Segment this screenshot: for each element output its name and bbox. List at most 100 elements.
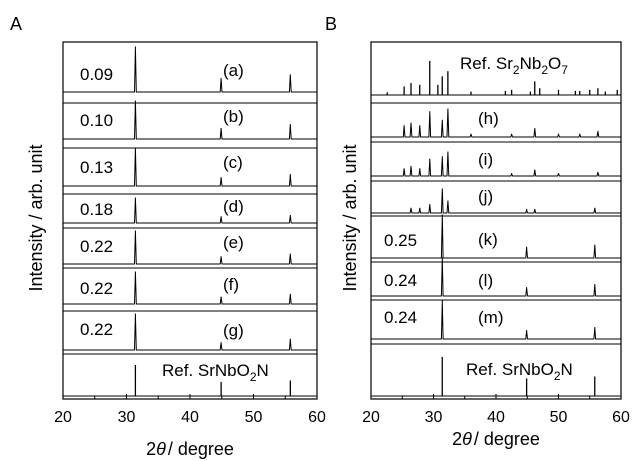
xrd-trace: [63, 46, 317, 93]
xrd-trace: [63, 230, 317, 265]
panel-a-label: A: [10, 14, 22, 34]
row-value: 0.22: [80, 237, 113, 256]
panel-a-xlabel: 2θ / degree: [146, 439, 234, 459]
panel-b-row-h: (h): [478, 109, 499, 128]
panel-b-ylabel: Intensity / arb. unit: [340, 144, 360, 291]
peak-point: [594, 207, 596, 209]
panel-a-row-c: 0.13 (c): [80, 153, 243, 177]
peak-point: [441, 119, 443, 121]
peak-point: [558, 133, 559, 135]
peak-point: [134, 313, 136, 315]
row-label: (a): [223, 61, 244, 80]
trace-line: [371, 108, 621, 138]
peak-point: [597, 130, 599, 132]
peak-point: [441, 156, 443, 158]
panel-a-ylabel: Intensity / arb. unit: [26, 144, 46, 291]
xrd-trace: [371, 108, 621, 138]
peak-point: [403, 168, 405, 170]
x-tick-label: 50: [245, 409, 263, 426]
peak-point: [441, 300, 443, 302]
row-value: 0.25: [384, 231, 417, 250]
panel-a-row-f: 0.22 (f): [80, 275, 239, 298]
panel-b-traces: [371, 61, 621, 397]
row-value: 0.13: [80, 158, 113, 177]
ref-text: Ref. SrNbO: [466, 360, 554, 379]
ref-sub: 2: [513, 63, 520, 77]
row-label: (k): [478, 230, 498, 249]
peak-point: [526, 208, 528, 210]
xrd-trace: [63, 313, 317, 351]
row-label: (e): [223, 233, 244, 252]
panel-b-ref-top-label: Ref. Sr2Nb2O7: [460, 54, 568, 77]
xlabel-unit: / degree: [474, 429, 540, 449]
panel-a-row-g: 0.22 (g): [80, 320, 244, 340]
xlabel-2: 2: [146, 439, 156, 459]
peak-point: [220, 177, 222, 179]
peak-point: [526, 330, 528, 332]
xrd-trace: [371, 188, 621, 214]
peak-point: [579, 133, 581, 135]
panel-b: B Intensity / arb. unit Ref. Sr2Nb2O7 (h…: [325, 14, 630, 449]
peak-point: [511, 133, 513, 135]
row-label: (g): [223, 321, 244, 340]
trace-line: [371, 151, 621, 177]
row-value: 0.22: [80, 279, 113, 298]
panel-a-ref-label: Ref. SrNbO2N: [162, 361, 269, 384]
peak-point: [289, 253, 291, 255]
panel-b-label: B: [325, 14, 337, 34]
row-value: 0.22: [80, 320, 113, 339]
peak-point: [558, 173, 559, 175]
row-label: (j): [478, 187, 493, 206]
row-label: (c): [223, 153, 243, 172]
panel-b-row-j: (j): [478, 187, 493, 206]
peak-point: [220, 296, 222, 298]
panel-b-ref-label: Ref. SrNbO2N: [466, 360, 573, 383]
panel-a-traces: [63, 46, 317, 397]
panel-b-frame: [370, 41, 622, 400]
panel-b-separators: [371, 102, 621, 345]
ref-text: O: [548, 54, 561, 73]
xrd-trace: [63, 100, 317, 140]
row-label: (b): [223, 107, 244, 126]
xlabel-theta: θ: [462, 429, 472, 449]
xrd-trace: [63, 271, 317, 305]
peak-point: [441, 214, 443, 216]
peak-point: [594, 244, 596, 246]
panel-a-separators: [63, 102, 317, 355]
peak-point: [526, 246, 528, 248]
ref-text: N: [257, 361, 269, 380]
peak-point: [447, 151, 449, 153]
panel-a-row-e: 0.22 (e): [80, 233, 244, 256]
ref-text: N: [561, 360, 573, 379]
peak-point: [289, 174, 291, 176]
row-label: (i): [478, 150, 493, 169]
x-tick-label: 50: [550, 409, 568, 426]
xlabel-theta: θ: [156, 439, 166, 459]
peak-point: [220, 256, 222, 258]
peak-point: [594, 284, 596, 286]
peak-point: [429, 204, 431, 206]
x-tick-label: 60: [308, 409, 326, 426]
xrd-trace: [63, 197, 317, 224]
peak-point: [410, 207, 412, 209]
peak-point: [511, 173, 513, 175]
xrd-trace: [371, 151, 621, 177]
peak-point: [410, 122, 412, 124]
peak-point: [419, 168, 421, 170]
peak-point: [403, 125, 405, 127]
peak-point: [534, 169, 536, 171]
ref-text: Ref. SrNbO: [162, 361, 250, 380]
panel-b-row-l: 0.24 (l): [384, 271, 493, 290]
panel-a-row-d: 0.18 (d): [80, 197, 244, 219]
panel-a: A Intensity / arb. unit 0.09 (a) 0.10 (b…: [10, 14, 326, 459]
peak-point: [220, 342, 222, 344]
ref-sub: 2: [554, 369, 561, 383]
x-tick-label: 30: [118, 409, 136, 426]
panel-a-row-b: 0.10 (b): [80, 107, 244, 130]
peak-point: [447, 200, 449, 202]
row-value: 0.18: [80, 200, 113, 219]
panel-a-row-a: 0.09 (a): [80, 61, 244, 84]
peak-point: [410, 165, 412, 167]
row-label: (m): [478, 308, 503, 327]
